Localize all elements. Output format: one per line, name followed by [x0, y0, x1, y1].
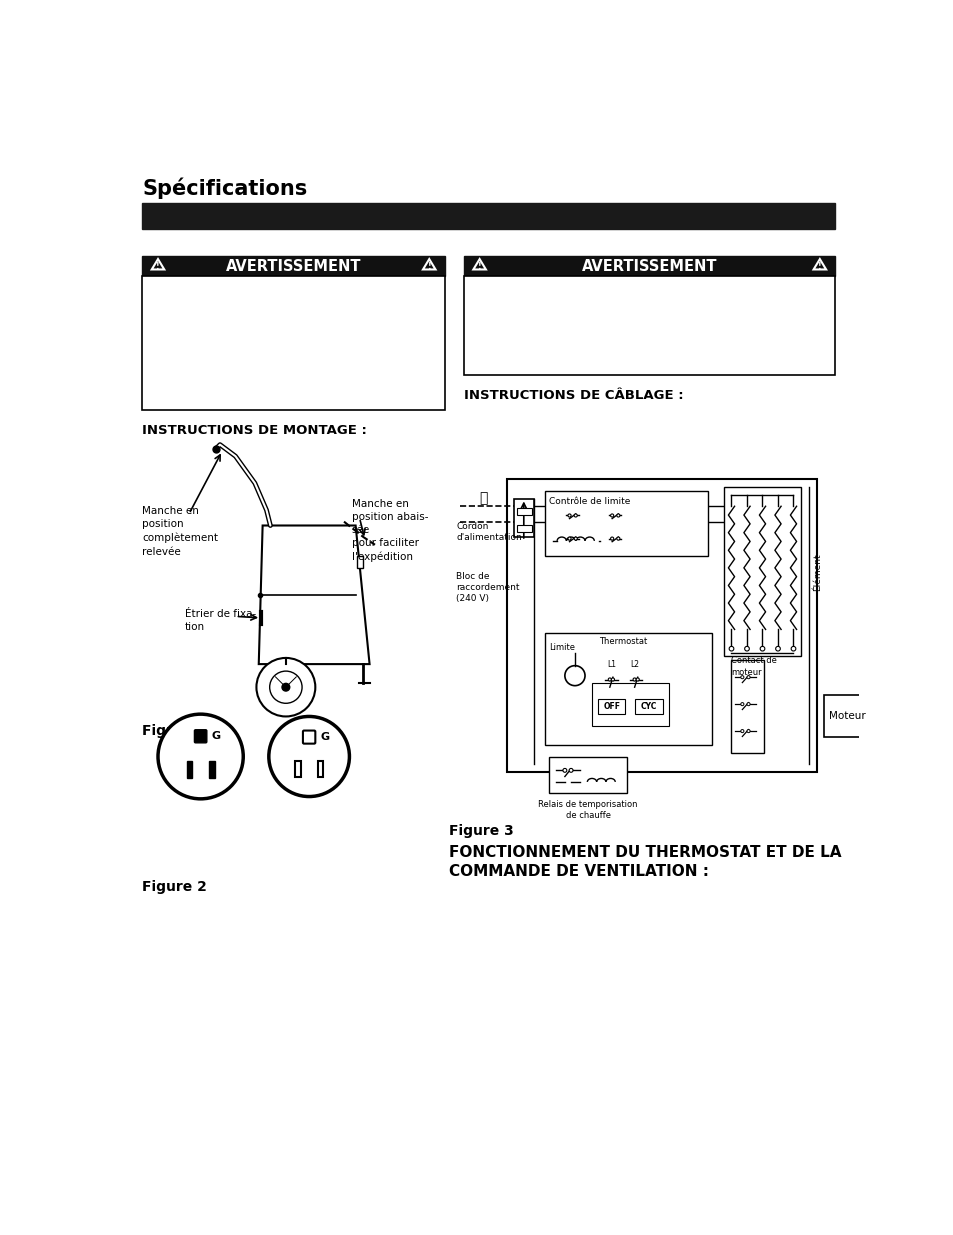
Text: CYC: CYC	[640, 701, 657, 711]
Bar	[517, 525, 531, 532]
Text: Figure 1: Figure 1	[142, 724, 207, 739]
Text: Manche en
position
complètement
relevée: Manche en position complètement relevée	[142, 506, 218, 557]
Text: ⏚: ⏚	[478, 490, 487, 505]
Text: Relais de temporisation
de chauffe: Relais de temporisation de chauffe	[537, 799, 638, 820]
Bar	[545, 634, 711, 745]
Circle shape	[574, 537, 577, 540]
Bar	[635, 699, 661, 714]
Circle shape	[562, 768, 566, 772]
Text: Bloc de
raccordement
(240 V): Bloc de raccordement (240 V)	[456, 572, 519, 603]
Circle shape	[256, 658, 315, 716]
Bar	[823, 695, 870, 737]
Circle shape	[610, 514, 613, 517]
Text: COMMANDE DE VENTILATION :: COMMANDE DE VENTILATION :	[448, 864, 708, 879]
Circle shape	[564, 666, 584, 685]
Text: AVERTISSEMENT: AVERTISSEMENT	[581, 258, 717, 273]
Circle shape	[744, 646, 748, 651]
Bar	[209, 761, 214, 778]
Bar	[142, 256, 444, 275]
Text: Élément: Élément	[812, 553, 821, 590]
Text: AVERTISSEMENT: AVERTISSEMENT	[226, 258, 361, 273]
Text: !: !	[427, 262, 431, 270]
Text: !: !	[156, 262, 160, 270]
Circle shape	[569, 768, 573, 772]
Circle shape	[633, 678, 636, 680]
Bar	[598, 699, 624, 714]
Circle shape	[740, 703, 743, 705]
Circle shape	[760, 646, 764, 651]
Text: Thermostat: Thermostat	[598, 637, 646, 646]
Text: Spécifications: Spécifications	[142, 178, 308, 199]
Circle shape	[270, 671, 302, 703]
Bar	[549, 757, 626, 793]
Circle shape	[608, 678, 611, 680]
Text: INSTRUCTIONS DE MONTAGE :: INSTRUCTIONS DE MONTAGE :	[142, 424, 367, 437]
Circle shape	[746, 730, 749, 732]
Text: Contact de
moteur: Contact de moteur	[731, 656, 777, 677]
Text: !: !	[817, 262, 821, 270]
FancyBboxPatch shape	[303, 731, 315, 743]
Circle shape	[158, 714, 243, 799]
Circle shape	[574, 514, 577, 517]
Text: Étrier de fixa-
tion: Étrier de fixa- tion	[185, 609, 256, 632]
Text: INSTRUCTIONS DE CÂBLAGE :: INSTRUCTIONS DE CÂBLAGE :	[464, 389, 683, 403]
Bar	[317, 761, 323, 778]
Bar	[356, 556, 363, 568]
Bar	[517, 508, 531, 515]
Circle shape	[610, 537, 613, 540]
Polygon shape	[258, 526, 369, 664]
Circle shape	[617, 537, 619, 540]
Bar	[187, 761, 192, 778]
FancyBboxPatch shape	[194, 730, 207, 742]
Circle shape	[728, 646, 733, 651]
Circle shape	[617, 514, 619, 517]
Bar	[142, 203, 835, 228]
Bar	[514, 499, 534, 537]
Circle shape	[746, 676, 749, 679]
Text: Manche en
position abais-
sée
pour faciliter
l'expédition: Manche en position abais- sée pour facil…	[352, 499, 428, 562]
Bar	[142, 275, 444, 410]
Text: !: !	[477, 262, 481, 270]
Bar	[506, 479, 816, 772]
Text: Cordon
d'alimentation: Cordon d'alimentation	[456, 521, 521, 542]
Text: L2: L2	[630, 661, 639, 669]
Text: Figure 2: Figure 2	[142, 879, 207, 894]
Circle shape	[567, 514, 571, 517]
Text: OFF: OFF	[602, 701, 619, 711]
Bar	[545, 490, 707, 556]
Text: Limite: Limite	[549, 642, 575, 652]
Circle shape	[740, 730, 743, 732]
Circle shape	[740, 676, 743, 679]
Text: Moteur: Moteur	[828, 711, 865, 721]
Circle shape	[746, 703, 749, 705]
Bar	[731, 661, 763, 752]
Circle shape	[636, 678, 639, 680]
Text: FONCTIONNEMENT DU THERMOSTAT ET DE LA: FONCTIONNEMENT DU THERMOSTAT ET DE LA	[448, 845, 841, 860]
Text: L1: L1	[607, 661, 616, 669]
Bar	[294, 761, 300, 778]
Bar	[592, 683, 669, 726]
Text: G: G	[320, 732, 329, 742]
Circle shape	[790, 646, 795, 651]
Bar	[723, 487, 801, 656]
Circle shape	[567, 537, 571, 540]
Bar	[464, 275, 835, 375]
Circle shape	[282, 683, 290, 692]
Circle shape	[611, 678, 614, 680]
Text: Figure 3: Figure 3	[448, 824, 513, 839]
Circle shape	[269, 716, 349, 797]
Bar	[464, 256, 835, 275]
Text: G: G	[212, 731, 221, 741]
Text: Contrôle de limite: Contrôle de limite	[549, 496, 630, 506]
Circle shape	[775, 646, 780, 651]
